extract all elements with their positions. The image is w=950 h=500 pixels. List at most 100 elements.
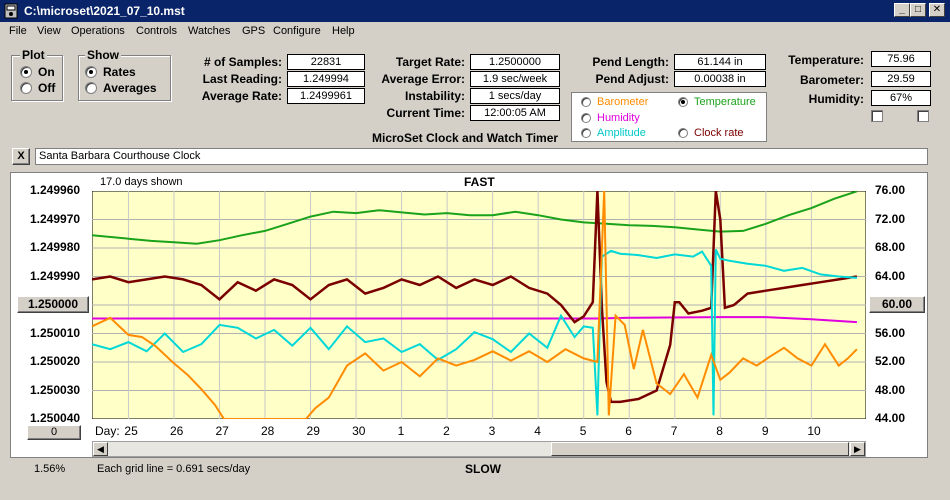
horizontal-scrollbar[interactable]: ◀ ▶ <box>92 441 866 457</box>
right-axis-tick: 52.00 <box>875 354 906 368</box>
barometer-label: Barometer: <box>799 73 864 87</box>
legend-clock-rate-label: Clock rate <box>694 127 744 139</box>
day-tick-label: 30 <box>352 424 366 438</box>
plot-off-radio[interactable]: Off <box>20 81 55 95</box>
day-tick-label: 9 <box>761 424 769 438</box>
clock-name-input[interactable]: Santa Barbara Courthouse Clock <box>35 148 928 165</box>
left-axis-tick: 1.249990 <box>30 268 81 283</box>
minimize-button[interactable]: _ <box>894 3 910 17</box>
window-title: C:\microset\2021_07_10.mst <box>24 4 185 18</box>
grid-note-label: Each grid line = 0.691 secs/day <box>97 463 251 475</box>
checkbox-left[interactable] <box>871 110 883 122</box>
plot-series <box>92 191 858 419</box>
left-axis-tick: 1.250040 <box>30 411 81 425</box>
day-tick-label: 3 <box>488 424 496 438</box>
day-tick-label: 2 <box>443 424 450 438</box>
menu-help[interactable]: Help <box>332 25 355 37</box>
average-rate-field: 1.2499961 <box>287 88 365 104</box>
maximize-button[interactable]: □ <box>910 3 926 17</box>
legend-amplitude[interactable]: Amplitude <box>581 127 646 139</box>
app-icon <box>4 3 18 19</box>
legend-barometer-label: Barometer <box>597 96 649 108</box>
series-humidity <box>92 316 857 324</box>
menu-view[interactable]: View <box>37 25 61 37</box>
legend-amplitude-label: Amplitude <box>597 127 646 139</box>
title-bar[interactable]: C:\microset\2021_07_10.mst _ □ ✕ <box>0 0 950 22</box>
legend-barometer[interactable]: Barometer <box>581 96 648 108</box>
radio-icon <box>678 128 688 138</box>
plot-off-label: Off <box>38 81 56 95</box>
radio-icon <box>581 113 591 123</box>
series-barometer <box>92 191 858 419</box>
scroll-right-arrow-icon[interactable]: ▶ <box>850 442 865 456</box>
series-amplitude <box>92 248 857 416</box>
legend-temperature[interactable]: Temperature <box>678 96 756 108</box>
menu-controls[interactable]: Controls <box>136 25 177 37</box>
last-reading-label: Last Reading: <box>202 72 282 86</box>
radio-selected-icon <box>678 97 688 107</box>
radio-selected-icon <box>85 66 97 78</box>
menu-configure[interactable]: Configure <box>273 25 321 37</box>
show-group-title: Show <box>85 48 121 62</box>
menu-file[interactable]: File <box>9 25 27 37</box>
average-error-field: 1.9 sec/week <box>470 71 560 87</box>
radio-icon <box>581 128 591 138</box>
day-tick-label: 29 <box>306 424 320 438</box>
pend-length-label: Pend Length: <box>592 55 669 69</box>
day-prefix-label: Day: <box>95 424 120 438</box>
samples-field: 22831 <box>287 54 365 70</box>
day-tick-label: 4 <box>534 424 541 438</box>
plot-on-radio[interactable]: On <box>20 65 55 79</box>
day-tick-label: 6 <box>625 424 632 438</box>
last-reading-field: 1.249994 <box>287 71 365 87</box>
fast-label: FAST <box>464 175 495 189</box>
radio-icon <box>20 82 32 94</box>
show-rates-label: Rates <box>103 65 136 79</box>
menu-operations[interactable]: Operations <box>71 25 125 37</box>
series-selector: Barometer Temperature Humidity Amplitude… <box>571 92 767 142</box>
right-axis-tick: 44.00 <box>875 411 906 425</box>
temperature-field: 75.96 <box>871 51 931 67</box>
left-axis-tick: 1.249980 <box>30 240 81 254</box>
day-tick-label: 10 <box>807 424 821 438</box>
average-rate-label: Average Rate: <box>201 89 282 103</box>
average-error-label: Average Error: <box>381 72 465 86</box>
bottom-left-button[interactable]: 0 <box>27 425 81 440</box>
day-tick-label: 7 <box>670 424 678 438</box>
plot-grid <box>92 191 866 419</box>
scroll-thumb[interactable] <box>551 442 849 456</box>
scroll-left-arrow-icon[interactable]: ◀ <box>93 442 108 456</box>
pend-adjust-field: 0.00038 in <box>674 71 766 87</box>
legend-clock-rate[interactable]: Clock rate <box>678 127 744 139</box>
left-axis-tick: 1.250030 <box>30 382 81 397</box>
series-temperature <box>92 191 858 245</box>
radio-icon <box>581 97 591 107</box>
day-tick-label: 28 <box>261 424 275 438</box>
plot-group-title: Plot <box>20 48 47 62</box>
radio-selected-icon <box>20 66 32 78</box>
plot-area[interactable] <box>92 191 866 419</box>
menu-gps[interactable]: GPS <box>242 25 266 37</box>
target-rate-field[interactable]: 1.2500000 <box>470 54 560 70</box>
temperature-label: Temperature: <box>788 53 864 67</box>
app-caption: MicroSet Clock and Watch Timer <box>372 131 559 145</box>
close-button[interactable]: ✕ <box>929 3 945 17</box>
percent-label: 1.56% <box>34 463 66 475</box>
instability-label: Instability: <box>404 89 465 103</box>
legend-humidity[interactable]: Humidity <box>581 112 640 124</box>
current-time-field: 12:00:05 AM <box>470 105 560 121</box>
show-rates-radio[interactable]: Rates <box>85 65 136 79</box>
right-axis-tick: 64.00 <box>875 268 906 283</box>
day-tick-label: 26 <box>169 424 184 438</box>
legend-humidity-label: Humidity <box>597 112 640 124</box>
menu-watches[interactable]: Watches <box>188 25 231 37</box>
checkbox-right[interactable] <box>917 110 929 122</box>
show-averages-radio[interactable]: Averages <box>85 81 157 95</box>
left-center-button[interactable]: 1.250000 <box>17 296 89 313</box>
right-axis-tick: 76.00 <box>875 183 906 197</box>
barometer-field: 29.59 <box>871 71 931 87</box>
radio-icon <box>85 82 97 94</box>
right-center-button[interactable]: 60.00 <box>869 296 925 313</box>
clock-close-button[interactable]: X <box>12 148 30 165</box>
left-axis-tick: 1.250010 <box>30 325 81 340</box>
